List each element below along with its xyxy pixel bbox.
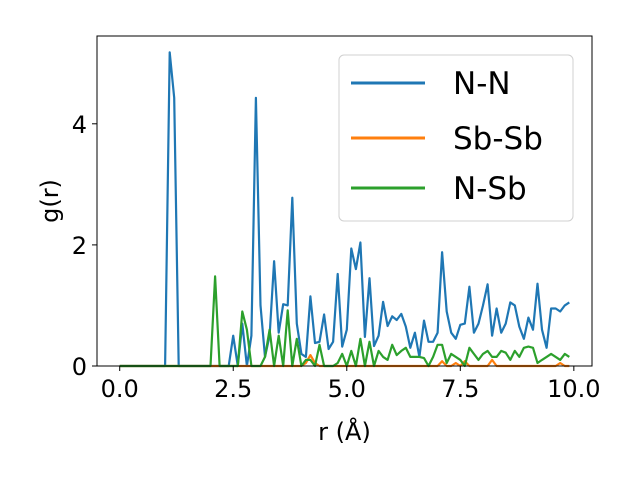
series-line-n-sb bbox=[119, 275, 570, 368]
x-tick-label: 2.5 bbox=[214, 375, 252, 403]
x-tick-label: 0.0 bbox=[101, 375, 139, 403]
legend-box bbox=[338, 54, 574, 222]
x-tick-label: 10.0 bbox=[547, 375, 600, 403]
y-tick-label: 0 bbox=[72, 353, 87, 381]
y-tick-label: 4 bbox=[72, 111, 87, 139]
legend-label-sb-sb: Sb-Sb bbox=[453, 121, 543, 157]
series-line-n-n bbox=[119, 51, 570, 368]
x-axis-label: r (Å) bbox=[318, 417, 371, 446]
x-tick-label: 5.0 bbox=[328, 375, 366, 403]
axis-ticks: 0.0 2.5 5.0 7.5 10.0 0 2 4 bbox=[72, 111, 601, 403]
x-tick-label: 7.5 bbox=[441, 375, 479, 403]
legend-label-n-sb: N-Sb bbox=[453, 171, 527, 207]
y-tick-label: 2 bbox=[72, 232, 87, 260]
y-axis-label: g(r) bbox=[36, 179, 64, 223]
legend: N-N Sb-Sb N-Sb bbox=[338, 54, 574, 222]
legend-label-n-n: N-N bbox=[453, 66, 511, 102]
plot-frame bbox=[96, 35, 593, 367]
